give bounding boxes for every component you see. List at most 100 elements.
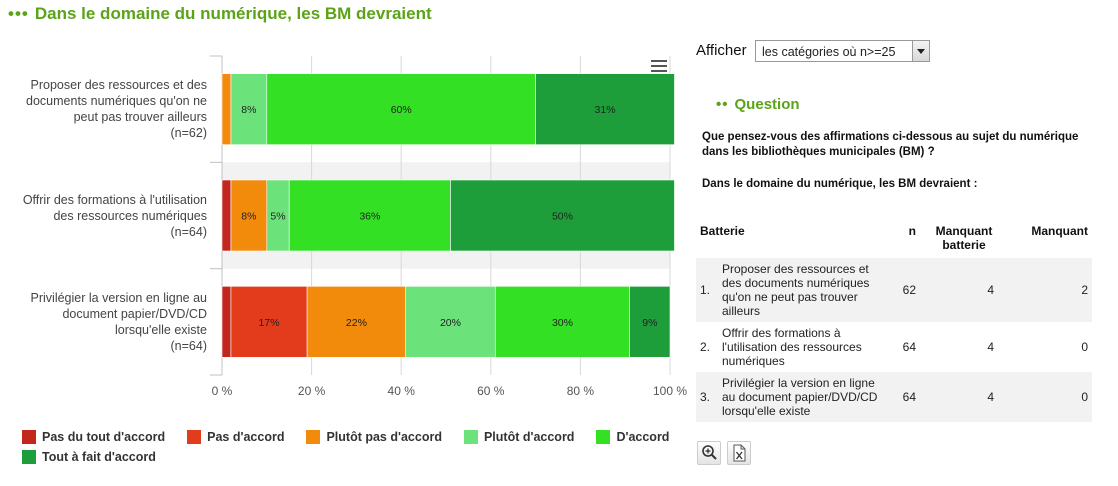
row-n: 64 xyxy=(882,372,920,422)
legend-swatch xyxy=(596,430,611,444)
data-label: 30% xyxy=(552,317,573,329)
category-filter-select[interactable]: les catégories où n>=25 xyxy=(755,40,930,62)
bar-segment[interactable] xyxy=(288,179,451,252)
stacked-bar-chart: 8% 60% 31% 8% 5% 36% 50% 17% 22% 20% 30% 9% 0 % 20 % 4… xyxy=(210,55,687,398)
category-label-line: Privilégier la version en ligne au xyxy=(30,290,207,305)
legend-swatch xyxy=(187,430,202,444)
chart-legend: Pas du tout d'accord Pas d'accord Plutôt p… xyxy=(22,430,702,470)
legend-item[interactable]: Tout à fait d'accord xyxy=(22,450,156,464)
row-label: Proposer des ressources et des documents… xyxy=(718,258,882,322)
category-label-line: lorsqu'elle existe xyxy=(114,322,207,337)
x-tick-label: 100 % xyxy=(653,384,687,398)
row-label: Privilégier la version en ligne au docum… xyxy=(718,372,882,422)
question-heading: •• Question xyxy=(716,96,800,113)
excel-export-icon[interactable] xyxy=(727,441,751,465)
category-label: Proposer des ressources et des documents … xyxy=(0,77,207,141)
question-title: Question xyxy=(734,96,800,113)
battery-table: Batterie n Manquant batterie Manquant 1.… xyxy=(696,222,1092,422)
data-label: 5% xyxy=(270,211,285,223)
category-label: Privilégier la version en ligne au docume… xyxy=(0,290,207,354)
category-label-line: des ressources numériques xyxy=(53,208,207,223)
x-tick-label: 20 % xyxy=(298,384,326,398)
title-text: Dans le domaine du numérique, les BM dev… xyxy=(34,4,432,23)
category-label-line: peut pas trouver ailleurs xyxy=(73,110,207,125)
legend-label: Plutôt pas d'accord xyxy=(326,430,442,444)
table-row: 2. Offrir des formations à l'utilisation… xyxy=(696,322,1092,372)
x-tick-label: 40 % xyxy=(388,384,416,398)
row-manquant-batterie: 4 xyxy=(987,340,994,354)
data-label: 36% xyxy=(359,211,380,223)
data-label: 22% xyxy=(346,317,367,329)
table-row: 1. Proposer des ressources et des docume… xyxy=(696,258,1092,322)
zoom-in-icon[interactable] xyxy=(697,441,721,465)
row-n: 62 xyxy=(882,258,920,322)
data-label: 50% xyxy=(552,211,573,223)
header-n: n xyxy=(908,224,916,238)
row-manquant-batterie: 4 xyxy=(920,372,1008,422)
row-manquant: 0 xyxy=(1081,340,1088,354)
row-n: 64 xyxy=(902,340,916,354)
category-label-line: documents numériques qu'on ne xyxy=(26,94,207,109)
bar-segment[interactable] xyxy=(450,179,675,252)
data-label: 31% xyxy=(595,104,616,116)
table-row: 3. Privilégier la version en ligne au do… xyxy=(696,372,1092,422)
bar-segment[interactable] xyxy=(230,73,268,145)
bar-segment[interactable] xyxy=(535,73,675,145)
bar-segment[interactable] xyxy=(494,286,630,358)
category-label-line: document papier/DVD/CD xyxy=(62,306,207,321)
legend-item[interactable]: Pas du tout d'accord xyxy=(22,430,165,444)
category-label-line: Offrir des formations à l'utilisation xyxy=(22,192,207,207)
legend-item[interactable]: Plutôt d'accord xyxy=(463,430,575,444)
category-label-line: (n=64) xyxy=(170,224,207,239)
legend-item[interactable]: Pas d'accord xyxy=(187,430,284,444)
x-tick-label: 60 % xyxy=(477,384,505,398)
bar-segment[interactable] xyxy=(221,73,232,145)
bar-segment[interactable] xyxy=(221,286,232,358)
x-tick-label: 80 % xyxy=(567,384,595,398)
legend-swatch xyxy=(306,430,321,444)
bar-segment[interactable] xyxy=(221,179,232,252)
afficher-label: Afficher xyxy=(696,42,747,59)
legend-label: Tout à fait d'accord xyxy=(42,450,156,464)
legend-label: Pas d'accord xyxy=(207,430,285,444)
data-label: 8% xyxy=(241,211,256,223)
legend-item[interactable]: Plutôt pas d'accord xyxy=(306,430,442,444)
chevron-down-icon[interactable] xyxy=(912,41,929,61)
data-label: 9% xyxy=(642,317,657,329)
header-manquant: Manquant xyxy=(1031,224,1088,238)
row-manquant: 2 xyxy=(1008,258,1092,322)
row-number: 1. xyxy=(696,258,718,322)
row-number: 3. xyxy=(696,372,718,422)
data-label: 17% xyxy=(259,317,280,329)
x-tick-label: 0 % xyxy=(212,384,233,398)
legend-item[interactable]: D'accord xyxy=(596,430,669,444)
bar-segment[interactable] xyxy=(230,286,308,358)
bar-segment[interactable] xyxy=(629,286,671,358)
chart-menu-icon[interactable] xyxy=(651,60,667,74)
category-label-line: (n=62) xyxy=(170,126,207,141)
data-label: 8% xyxy=(241,104,256,116)
select-value: les catégories où n>=25 xyxy=(762,45,896,59)
row-manquant-batterie: 4 xyxy=(920,258,1008,322)
legend-swatch xyxy=(22,450,36,464)
header-batterie: Batterie xyxy=(700,224,745,238)
category-label-line: Proposer des ressources et des xyxy=(30,78,207,93)
row-number: 2. xyxy=(700,340,711,354)
bar-segment[interactable] xyxy=(405,286,496,358)
question-dots: •• xyxy=(716,96,729,113)
row-label: Offrir des formations à l'utilisation de… xyxy=(722,326,862,368)
legend-label: Plutôt d'accord xyxy=(483,430,575,444)
category-label-line: (n=64) xyxy=(170,338,207,353)
legend-swatch xyxy=(22,430,36,444)
category-label: Offrir des formations à l'utilisation des… xyxy=(0,192,207,240)
page-title: ••• Dans le domaine du numérique, les BM … xyxy=(8,4,432,24)
question-subtext: Dans le domaine du numérique, les BM dev… xyxy=(702,178,978,190)
header-manquant-batterie: Manquant batterie xyxy=(935,224,993,252)
legend-label: D'accord xyxy=(616,430,670,444)
legend-swatch xyxy=(463,430,478,444)
bar-segment[interactable] xyxy=(266,73,536,145)
title-dots: ••• xyxy=(8,4,29,23)
row-manquant: 0 xyxy=(1008,372,1092,422)
legend-label: Pas du tout d'accord xyxy=(42,430,166,444)
bar-segment[interactable] xyxy=(306,286,406,358)
